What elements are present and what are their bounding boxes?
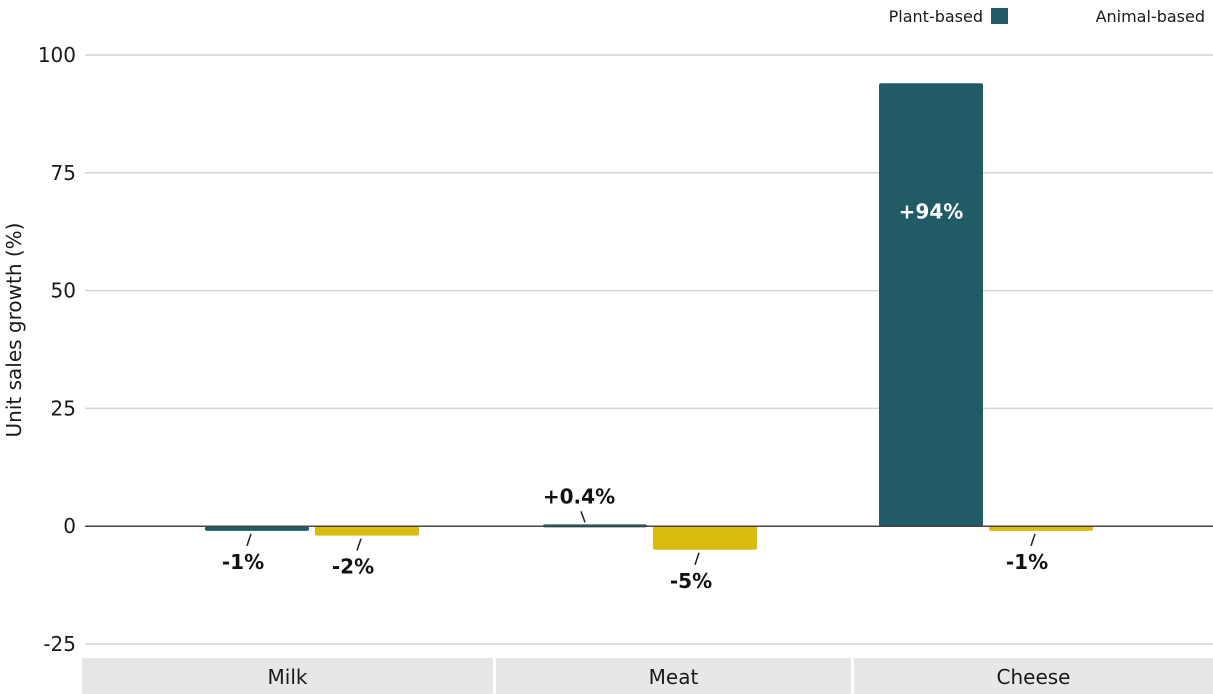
y-tick-label: 100: [38, 43, 76, 67]
bars: [205, 83, 1093, 550]
bar: [315, 526, 419, 536]
x-tick-label: Milk: [268, 665, 308, 689]
y-tick-label: 50: [51, 279, 76, 303]
category-band: [496, 658, 851, 694]
gridlines: [85, 54, 1213, 645]
y-tick-label: 25: [51, 396, 76, 420]
y-tick-label: -25: [43, 632, 76, 656]
label-leader: [1030, 533, 1036, 547]
data-label: -1%: [222, 550, 264, 574]
category-axis: Milk Meat Cheese: [82, 658, 1213, 694]
label-leader: [246, 533, 252, 547]
data-label: -5%: [670, 569, 712, 593]
bar: [989, 526, 1093, 531]
data-label: +94%: [899, 199, 964, 223]
data-label: -2%: [332, 555, 374, 579]
y-tick-label: 75: [51, 161, 76, 185]
label-leader: [356, 538, 362, 551]
data-label: +0.4%: [543, 484, 615, 508]
legend-swatch: [991, 8, 1008, 24]
category-band: [854, 658, 1213, 694]
legend: Plant-based Animal-based: [889, 7, 1205, 26]
y-axis-ticks: 100 75 50 25 0 -25: [38, 43, 76, 656]
x-tick-label: Cheese: [997, 665, 1071, 689]
legend-label: Plant-based: [889, 7, 983, 26]
category-band: [82, 658, 493, 694]
x-tick-label: Meat: [649, 665, 699, 689]
label-leader: [694, 552, 700, 565]
legend-label: Animal-based: [1096, 7, 1205, 26]
label-leader: [580, 511, 586, 523]
y-axis-label: Unit sales growth (%): [2, 223, 26, 438]
data-label: -1%: [1006, 550, 1048, 574]
bar: [205, 526, 309, 531]
bar: [879, 83, 983, 527]
y-tick-label: 0: [63, 514, 76, 538]
data-labels: -1% +0.4% +94% -2% -5% -1%: [222, 199, 1048, 592]
bar: [653, 526, 757, 550]
